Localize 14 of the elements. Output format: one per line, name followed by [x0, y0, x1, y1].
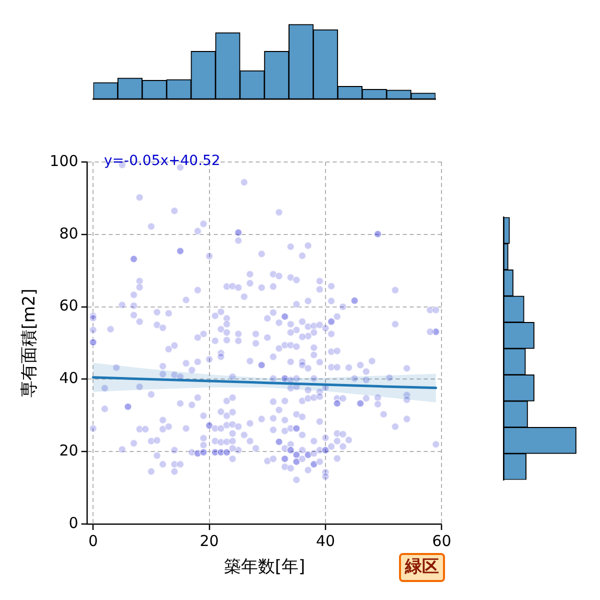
y-tick-label: 20 — [59, 441, 78, 460]
y-tick-label: 40 — [59, 369, 78, 388]
text: 緑区 — [399, 553, 445, 582]
x-tick-label: 20 — [200, 532, 219, 550]
y-axis-title: 専有面積[m2] — [20, 288, 40, 398]
y-tick-label: 80 — [59, 224, 78, 242]
y-tick-label: 0 — [68, 514, 78, 532]
x-tick-label: 60 — [432, 532, 452, 550]
y-tick-label: 100 — [50, 152, 78, 170]
annotation: y=-0.05x+40.52 — [104, 153, 220, 169]
x-tick-label: 40 — [316, 532, 336, 550]
x-axis-title: 築年数[年] — [224, 557, 306, 578]
y-tick-label: 60 — [59, 296, 78, 315]
x-tick-label: 0 — [88, 532, 98, 550]
